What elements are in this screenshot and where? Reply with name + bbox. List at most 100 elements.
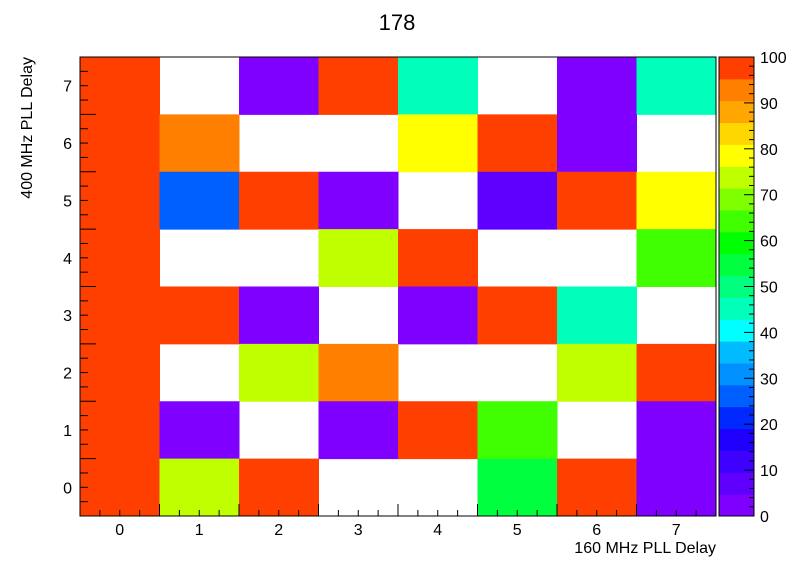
heatmap-cell [477, 286, 558, 345]
heatmap-cell [239, 286, 319, 345]
heatmap-cell [80, 343, 160, 402]
palette-band [719, 188, 754, 211]
y-tick-label: 2 [63, 366, 72, 383]
palette-band [719, 275, 754, 298]
heatmap-cell [80, 229, 160, 287]
y-tick-label: 0 [63, 480, 72, 497]
y-tick-label: 4 [63, 251, 72, 268]
palette-band [719, 231, 754, 255]
heatmap-cell [557, 286, 637, 345]
palette-band [719, 363, 754, 386]
color-scale-tick-label: 30 [760, 371, 778, 388]
heatmap-cell [636, 229, 717, 287]
palette-band [719, 472, 754, 495]
y-tick-label: 5 [63, 193, 72, 210]
heatmap-cell [398, 286, 478, 345]
heatmap-cell [318, 57, 399, 115]
y-tick-label: 1 [63, 423, 72, 440]
color-scale-axis: 0 10 20 30 40 50 60 70 80 90 100 [744, 50, 787, 526]
heatmap-cell [636, 401, 717, 460]
heatmap-cell [477, 114, 558, 173]
heatmap-cell [80, 171, 160, 230]
palette-band [719, 384, 754, 408]
palette-band [719, 144, 754, 167]
heatmap-cell [477, 458, 558, 517]
palette-band [719, 450, 754, 473]
y-tick-label: 3 [63, 308, 72, 325]
y-tick-label: 6 [63, 136, 72, 153]
x-tick-label: 1 [195, 522, 204, 539]
heatmap-cell [398, 229, 478, 287]
x-axis-label: 160 MHz PLL Delay [574, 540, 716, 557]
heatmap-cell [636, 57, 717, 115]
color-scale-tick-label: 90 [760, 96, 778, 113]
color-scale-tick-label: 80 [760, 142, 778, 159]
x-tick-label: 4 [433, 522, 442, 539]
heatmap-cell [557, 171, 637, 230]
color-scale-tick-label: 40 [760, 325, 778, 342]
palette-band [719, 100, 754, 124]
palette-band [719, 166, 754, 189]
heatmap-cell [239, 57, 319, 115]
palette-band [719, 57, 754, 80]
heatmap-cell [159, 458, 240, 517]
heatmap-cell [636, 171, 717, 230]
heatmap-cell [239, 458, 319, 517]
heatmap-cell [318, 171, 399, 230]
heatmap-cells [80, 57, 717, 517]
heatmap-cell [159, 114, 240, 173]
chart-title: 178 [379, 10, 416, 35]
y-tick-label: 7 [63, 79, 72, 96]
color-scale-tick-label: 70 [760, 188, 778, 205]
x-tick-label: 7 [672, 522, 681, 539]
heatmap-cell [477, 401, 558, 460]
x-tick-label: 3 [354, 522, 363, 539]
color-scale-tick-label: 20 [760, 417, 778, 434]
heatmap-cell [557, 458, 637, 517]
palette-band [719, 78, 754, 102]
color-scale-tick-label: 100 [760, 50, 787, 67]
heatmap-cell [80, 114, 160, 173]
heatmap-cell [159, 401, 240, 460]
palette-band [719, 406, 754, 430]
heatmap-cell [477, 171, 558, 230]
heatmap-cell [80, 458, 160, 517]
heatmap-cell [557, 57, 637, 115]
heatmap-cell [318, 343, 399, 402]
palette-band [719, 428, 754, 451]
heatmap-cell [159, 286, 240, 345]
y-axis: 0 1 2 3 4 5 6 7 [63, 56, 96, 517]
x-axis: 0 1 2 3 4 5 6 7 [79, 504, 717, 539]
color-scale-tick-label: 50 [760, 280, 778, 297]
palette-band [719, 122, 754, 145]
heatmap-cell [557, 343, 637, 402]
heatmap-cell [398, 114, 478, 173]
heatmap-cell [557, 114, 637, 173]
heatmap-cell [80, 57, 160, 115]
palette-band [719, 494, 754, 517]
heatmap-cell [159, 171, 240, 230]
color-scale-tick-label: 0 [760, 509, 769, 526]
color-palette [719, 57, 754, 517]
heatmap-cell [239, 171, 319, 230]
palette-band [719, 253, 754, 277]
heatmap-cell [398, 57, 478, 115]
palette-band [719, 341, 754, 364]
color-scale-tick-label: 60 [760, 234, 778, 251]
heatmap-cell [80, 286, 160, 345]
palette-band [719, 210, 754, 233]
palette-band [719, 297, 754, 320]
palette-band [719, 319, 754, 342]
heatmap-cell [398, 401, 478, 460]
heatmap-cell [318, 229, 399, 287]
heatmap-cell [80, 401, 160, 460]
heatmap-cell [318, 401, 399, 460]
x-tick-label: 2 [274, 522, 283, 539]
heatmap-cell [239, 343, 319, 402]
x-tick-label: 6 [592, 522, 601, 539]
x-tick-label: 5 [513, 522, 522, 539]
x-tick-label: 0 [115, 522, 124, 539]
heatmap-cell [636, 458, 717, 517]
color-scale-tick-label: 10 [760, 463, 778, 480]
